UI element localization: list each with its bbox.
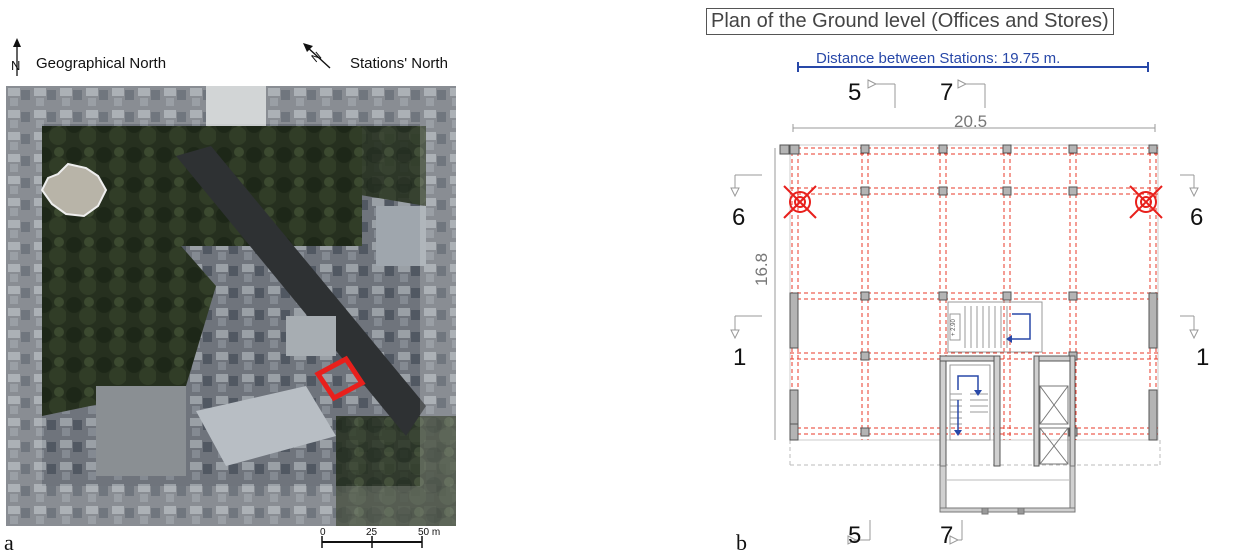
section-marker-left-6	[730, 174, 762, 198]
section-marker-top-7	[957, 79, 986, 108]
stair-level-label: + 2.90	[951, 318, 957, 336]
section-marker-right-1	[1180, 315, 1199, 340]
geographic-north-arrow-icon	[13, 38, 21, 76]
section-6-left: 6	[732, 204, 746, 231]
structural-grid	[790, 145, 1158, 440]
section-7-bottom: 7	[940, 522, 954, 549]
section-marker-bottom-7	[949, 520, 963, 545]
satellite-image	[6, 86, 456, 526]
section-6-right: 6	[1190, 204, 1204, 231]
panel-a-letter: a	[4, 530, 14, 555]
section-marker-top-5	[867, 79, 896, 108]
depth-dimension-label: 16.8	[752, 252, 771, 286]
columns	[779, 144, 1158, 441]
geographic-north-letter: N	[11, 58, 21, 73]
distance-label: Distance between Stations: 19.75 m.	[816, 50, 1061, 67]
target-building-outline	[314, 355, 366, 402]
station-marker-left	[783, 185, 817, 219]
scale-tick-25: 25	[366, 527, 378, 538]
core-walls	[939, 355, 1076, 467]
width-dimension-label: 20.5	[954, 112, 988, 131]
floor-plan: + 2.90	[730, 62, 1199, 545]
section-1-right: 1	[1196, 344, 1210, 371]
station-marker-right	[1129, 185, 1163, 219]
section-7-top: 7	[940, 79, 954, 106]
scale-bar	[321, 536, 423, 548]
stations-north-arrow-icon	[303, 43, 331, 69]
elevator-shafts	[1039, 385, 1069, 465]
plan-title: Plan of the Ground level (Offices and St…	[706, 8, 1114, 35]
geographic-north-label: Geographical North	[36, 55, 167, 72]
entrance-annex	[939, 465, 1076, 515]
panel-b-letter: b	[736, 530, 747, 555]
section-marker-bottom-5	[847, 520, 871, 545]
star-building	[40, 162, 108, 218]
upper-staircase	[947, 301, 1043, 353]
scale-tick-50: 50 m	[418, 527, 441, 538]
section-marker-left-1	[730, 315, 762, 340]
scale-tick-0: 0	[320, 527, 326, 538]
section-5-bottom: 5	[848, 522, 862, 549]
lower-staircase	[949, 364, 991, 441]
stations-north-label: Stations' North	[350, 55, 448, 72]
section-1-left: 1	[733, 344, 747, 371]
section-marker-right-6	[1180, 174, 1199, 198]
section-5-top: 5	[848, 79, 862, 106]
